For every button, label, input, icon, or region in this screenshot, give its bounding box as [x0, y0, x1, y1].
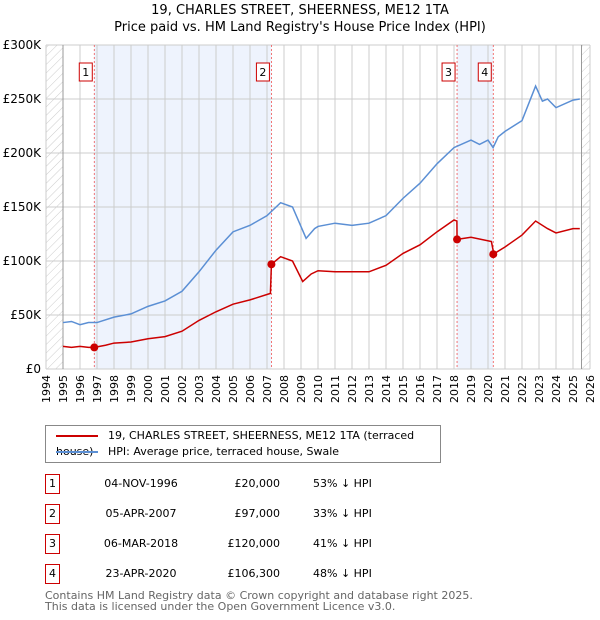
x-tick-label: 2008 — [278, 375, 291, 403]
y-tick-label: £250K — [3, 92, 43, 106]
y-tick-label: £200K — [3, 146, 43, 160]
sale-number-badge: 4 — [45, 564, 60, 584]
x-tick-label: 2026 — [584, 375, 597, 403]
y-tick-label: £0 — [26, 362, 41, 376]
x-tick-label: 2019 — [465, 375, 478, 403]
sale-number-badge: 1 — [45, 474, 60, 494]
x-tick-label: 2010 — [312, 375, 325, 403]
sale-price: £106,300 — [227, 567, 281, 580]
sale-point — [267, 260, 276, 269]
sale-label-box — [78, 62, 93, 82]
x-tick-label: 2013 — [363, 375, 376, 403]
x-tick-label: 2016 — [414, 375, 427, 403]
sale-label: 1 — [82, 66, 89, 79]
sale-price: £120,000 — [227, 537, 281, 550]
sale-hpi-diff: 41% ↓ HPI — [313, 537, 372, 550]
sale-label: 4 — [481, 66, 488, 79]
chart-title: 19, CHARLES STREET, SHEERNESS, ME12 1TA — [151, 3, 449, 18]
x-tick-label: 1994 — [40, 375, 53, 403]
x-tick-label: 2025 — [567, 375, 580, 403]
legend-item-property: 19, CHARLES STREET, SHEERNESS, ME12 1TA … — [56, 428, 440, 458]
sale-label-box — [477, 62, 492, 82]
sale-point — [90, 343, 99, 352]
sale-date: 05-APR-2007 — [105, 507, 177, 520]
x-tick-label: 2007 — [261, 375, 274, 403]
sale-label-box — [255, 62, 270, 82]
sale-label: 3 — [445, 66, 452, 79]
x-tick-label: 2011 — [329, 375, 342, 403]
sale-hpi-diff: 48% ↓ HPI — [313, 567, 372, 580]
sale-row: 3 06-MAR-2018 £120,000 41% ↓ HPI — [45, 534, 405, 554]
x-tick-label: 1997 — [91, 375, 104, 403]
sale-date: 04-NOV-1996 — [104, 477, 178, 490]
chart-subtitle: Price paid vs. HM Land Registry's House … — [114, 20, 486, 35]
x-tick-label: 1995 — [57, 375, 70, 403]
sale-row: 2 05-APR-2007 £97,000 33% ↓ HPI — [45, 504, 405, 524]
x-tick-label: 2012 — [346, 375, 359, 403]
sale-price: £20,000 — [234, 477, 281, 490]
x-tick-label: 2009 — [295, 375, 308, 403]
x-tick-label: 2024 — [550, 375, 563, 403]
hpi-line — [62, 84, 580, 326]
x-tick-label: 2020 — [482, 375, 495, 403]
x-tick-label: 2005 — [227, 375, 240, 403]
x-tick-label: 1998 — [108, 375, 121, 403]
y-tick-label: £300K — [3, 38, 43, 52]
sale-number-badge: 2 — [45, 504, 60, 524]
x-tick-label: 2000 — [142, 375, 155, 403]
x-tick-label: 2001 — [159, 375, 172, 403]
x-tick-label: 2015 — [397, 375, 410, 403]
x-tick-label: 2014 — [380, 375, 393, 403]
sale-date: 06-MAR-2018 — [103, 537, 179, 550]
x-tick-label: 2002 — [176, 375, 189, 403]
legend-swatch — [56, 435, 98, 437]
footer-line: This data is licensed under the Open Gov… — [45, 600, 396, 613]
x-tick-label: 2017 — [431, 375, 444, 403]
sale-row: 1 04-NOV-1996 £20,000 53% ↓ HPI — [45, 474, 405, 494]
sale-price: £97,000 — [234, 507, 281, 520]
y-tick-label: £150K — [3, 200, 43, 214]
x-tick-label: 2023 — [533, 375, 546, 403]
sale-hpi-diff: 33% ↓ HPI — [313, 507, 372, 520]
sale-point — [453, 235, 462, 244]
footer-line: Contains HM Land Registry data © Crown c… — [45, 589, 473, 602]
legend-swatch — [56, 451, 98, 453]
sale-label: 2 — [259, 66, 266, 79]
x-tick-label: 1999 — [125, 375, 138, 403]
x-tick-label: 2022 — [516, 375, 529, 403]
x-tick-label: 2006 — [244, 375, 257, 403]
sale-label-box — [441, 62, 456, 82]
sale-date: 23-APR-2020 — [105, 567, 177, 580]
footer: Contains HM Land Registry data © Crown c… — [45, 590, 473, 612]
legend: 19, CHARLES STREET, SHEERNESS, ME12 1TA … — [45, 425, 441, 463]
legend-label: HPI: Average price, terraced house, Swal… — [108, 445, 340, 458]
sale-point — [489, 250, 498, 259]
sale-row: 4 23-APR-2020 £106,300 48% ↓ HPI — [45, 564, 405, 584]
x-tick-label: 2004 — [210, 375, 223, 403]
y-tick-label: £50K — [10, 308, 42, 322]
sale-number-badge: 3 — [45, 534, 60, 554]
price-chart: 1994 1995 1996 1997 1998 1999 2000 2001 2002 2003… — [3, 38, 597, 403]
y-tick-label: £100K — [3, 254, 43, 268]
sale-hpi-diff: 53% ↓ HPI — [313, 477, 372, 490]
x-tick-label: 2003 — [193, 375, 206, 403]
x-tick-label: 2021 — [499, 375, 512, 403]
legend-item-hpi: HPI: Average price, terraced house, Swal… — [56, 444, 339, 460]
x-tick-label: 2018 — [448, 375, 461, 403]
x-tick-label: 1996 — [74, 375, 87, 403]
